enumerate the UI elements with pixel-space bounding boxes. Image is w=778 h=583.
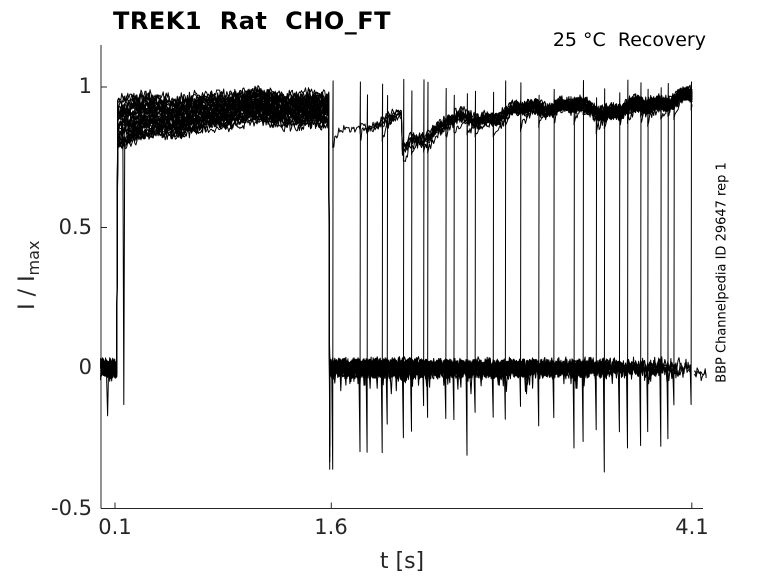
x-tick-label: 0.1 [98,515,132,539]
condition-annotation: 25 °C Recovery [552,29,706,51]
x-axis-label: t [s] [379,549,425,574]
y-tick-label: 0 [78,355,92,380]
y-tick-label: -0.5 [51,496,92,521]
sweep-trace [100,99,707,444]
y-axis-label-sub: max [24,240,44,276]
x-tick-label: 1.6 [314,515,348,539]
y-tick-label: 1 [78,74,92,99]
y-tick-label: 0.5 [58,215,92,240]
side-watermark: BBP Channelpedia ID 29647 rep 1 [714,162,730,383]
sweep-trace [100,85,693,435]
signal-trace [100,78,707,473]
y-axis-label-main: I / I [14,275,40,310]
x-tick-label: 4.1 [675,515,709,539]
y-axis-label: I / Imax [15,175,43,375]
chart-title: TREK1 Rat CHO_FT [113,7,391,35]
sweep-trace [100,88,693,473]
